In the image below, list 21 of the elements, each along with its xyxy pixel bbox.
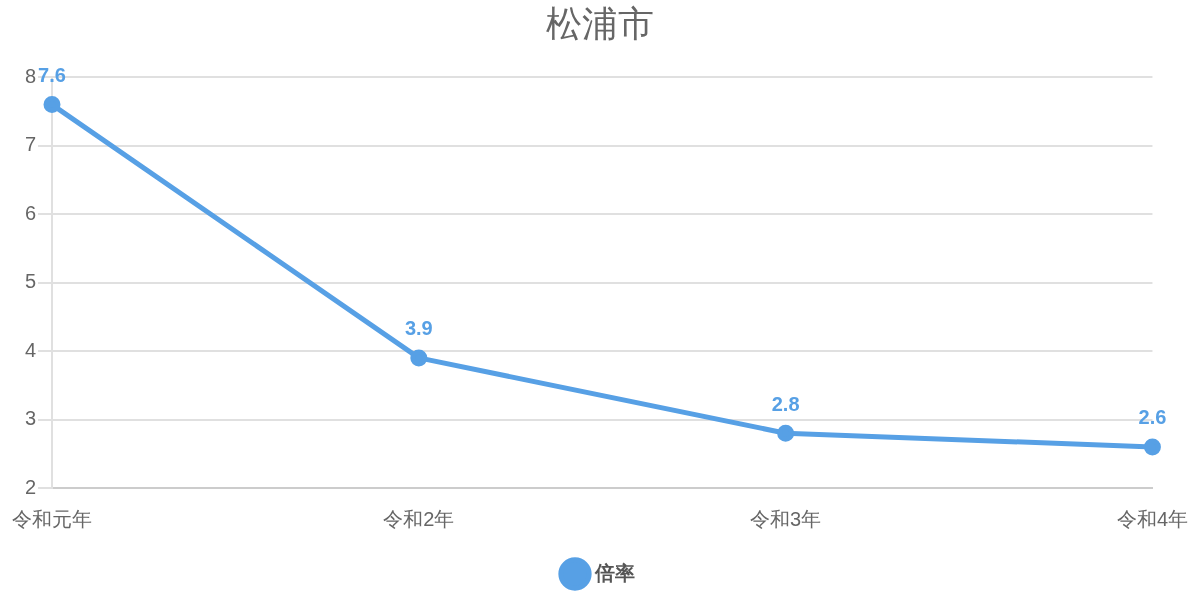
point: [43, 96, 61, 114]
y-tick-label: 3: [24, 407, 36, 430]
point: [777, 424, 795, 442]
chart-title: 松浦市: [546, 2, 654, 44]
y-tick-label: 6: [24, 201, 36, 224]
x-tick-label: 令和3年: [750, 507, 822, 530]
y-tick-label: 8: [24, 64, 36, 87]
y-tick-label: 2: [24, 475, 36, 498]
y-tick-label: 5: [24, 270, 36, 293]
legend-label: 倍率: [594, 561, 635, 584]
y-tick-label: 7: [24, 133, 36, 156]
data-label: 3.9: [404, 317, 433, 340]
point: [410, 349, 428, 367]
data-label: 2.6: [1138, 406, 1167, 429]
y-tick-label: 4: [24, 338, 36, 361]
x-tick-label: 令和4年: [1116, 507, 1188, 530]
x-tick-label: 令和元年: [12, 507, 92, 530]
data-label: 7.6: [38, 64, 66, 87]
x-tick-label: 令和2年: [383, 507, 455, 530]
point: [1143, 438, 1161, 456]
data-label: 2.8: [771, 392, 800, 415]
